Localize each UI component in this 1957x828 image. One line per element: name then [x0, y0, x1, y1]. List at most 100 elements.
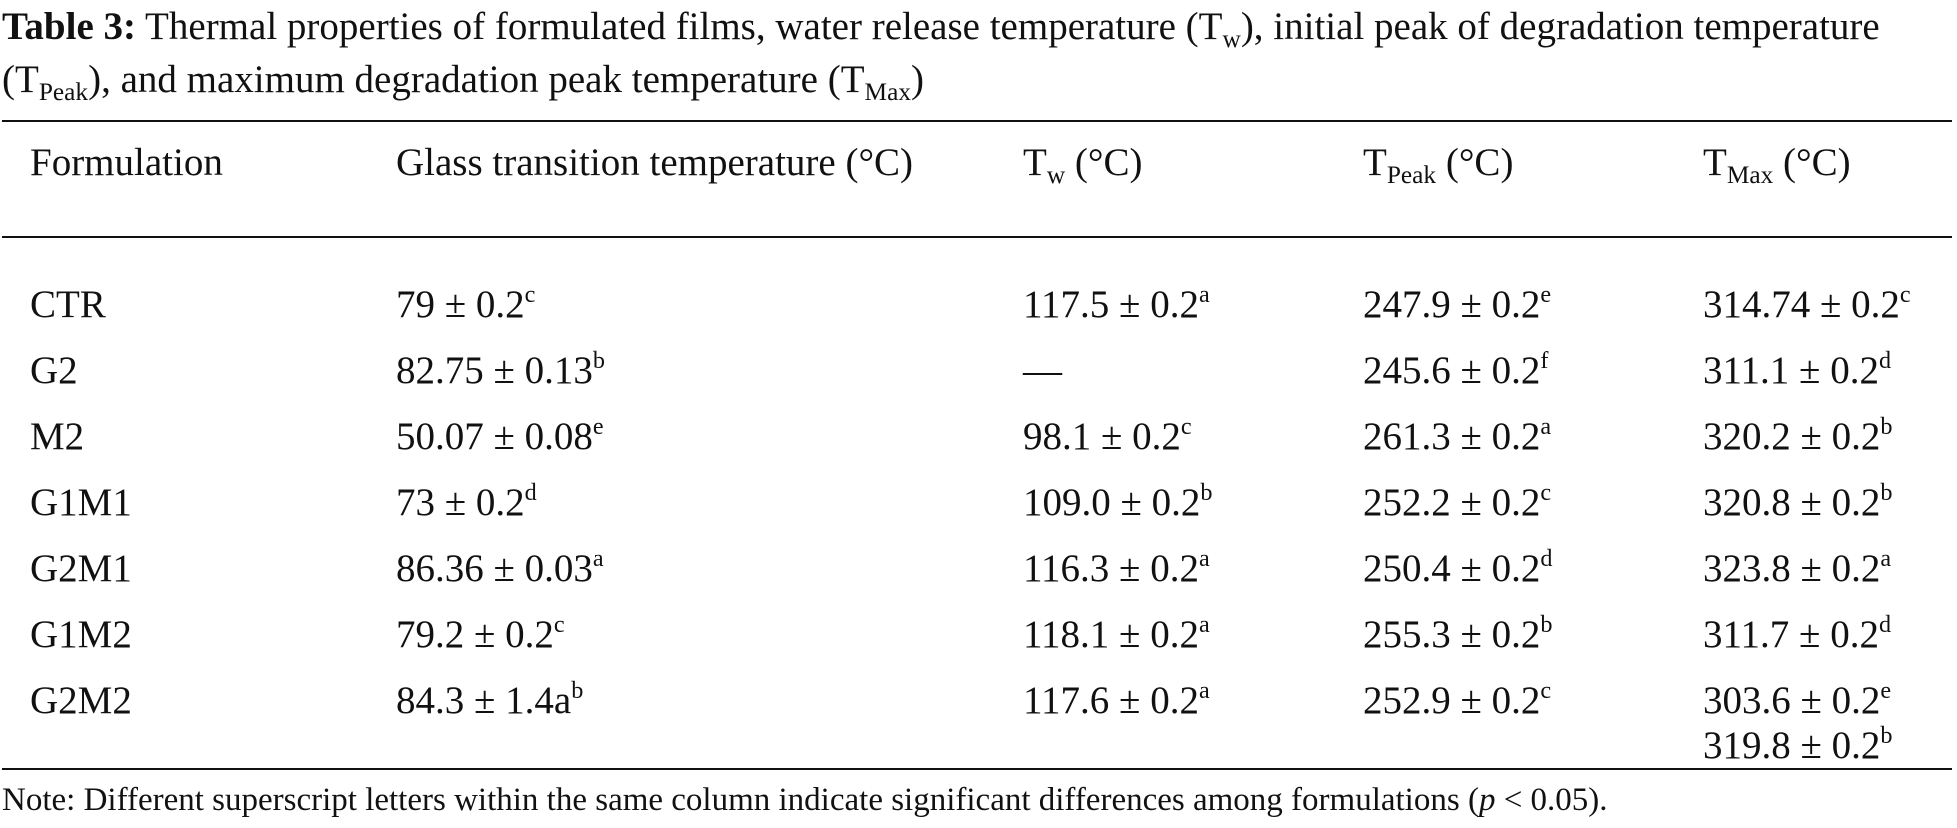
table-header-rule: [2, 236, 1952, 238]
note-text: Note: Different superscript letters with…: [2, 782, 1479, 818]
cell-tw-letter: c: [1180, 413, 1192, 441]
header-row: Formulation Glass transition temperature…: [2, 124, 1952, 252]
header-tpeak-sub: Peak: [1386, 161, 1437, 190]
cell-tpeak-value: 252.9 ± 0.2: [1363, 679, 1541, 722]
cell-formulation: G2M2: [30, 679, 132, 722]
cell-tpeak-value: 247.9 ± 0.2: [1363, 283, 1541, 326]
cell-tw: 98.1 ± 0.2c: [1023, 396, 1363, 462]
table-row: CTR 79 ± 0.2c 117.5 ± 0.2a 247.9 ± 0.2e 314.…: [2, 252, 1952, 330]
cell-tw-value: 117.5 ± 0.2: [1023, 283, 1199, 326]
caption-sub-peak: Peak: [38, 78, 89, 107]
cell-tmax: 311.1 ± 0.2d: [1703, 330, 1952, 396]
table-bottom-rule: [2, 768, 1952, 770]
cell-tpeak-letter: a: [1540, 413, 1552, 441]
cell-tmax: 303.6 ± 0.2e 319.8 ± 0.2b: [1703, 660, 1952, 768]
cell-tpeak: 261.3 ± 0.2a: [1363, 396, 1703, 462]
cell-tpeak: 245.6 ± 0.2f: [1363, 330, 1703, 396]
table-row: G2M2 84.3 ± 1.4ab 117.6 ± 0.2a 252.9 ± 0.2c…: [2, 660, 1952, 768]
cell-tpeak-value: 261.3 ± 0.2: [1363, 415, 1541, 458]
cell-tpeak: 247.9 ± 0.2e: [1363, 252, 1703, 330]
cell-tpeak-letter: e: [1540, 281, 1552, 309]
cell-formulation: G1M1: [30, 481, 132, 524]
cell-formulation: CTR: [30, 283, 106, 326]
table-header: Formulation Glass transition temperature…: [2, 124, 1952, 252]
cell-tmax-letter: d: [1878, 347, 1892, 375]
cell-tw: 116.3 ± 0.2a: [1023, 528, 1363, 594]
header-formulation: Formulation: [30, 141, 223, 184]
cell-tmax-letter: a: [1880, 545, 1892, 573]
cell-tw-letter: a: [1198, 677, 1210, 705]
cell-tmax: 320.8 ± 0.2b: [1703, 462, 1952, 528]
cell-tmax-letter: b: [1880, 479, 1893, 507]
cell-tpeak-value: 255.3 ± 0.2: [1363, 613, 1541, 656]
cell-glass-transition-letter: a: [592, 545, 604, 573]
cell-tw-letter: b: [1200, 479, 1213, 507]
header-tmax-unit: (°C): [1773, 141, 1851, 184]
cell-tmax-letter: c: [1899, 281, 1911, 309]
cell-formulation: G2: [30, 349, 78, 392]
cell-tw-letter: a: [1198, 281, 1210, 309]
cell-tw: —: [1023, 330, 1363, 396]
cell-tmax-value: 311.1 ± 0.2: [1703, 349, 1879, 392]
cell-glass-transition-value: 86.36 ± 0.03: [396, 547, 593, 590]
table-row: G2M1 86.36 ± 0.03a 116.3 ± 0.2a 250.4 ± 0.2…: [2, 528, 1952, 594]
header-glass-transition: Glass transition temperature (°C): [396, 141, 914, 184]
table-caption: Table 3: Thermal properties of formulate…: [2, 0, 1952, 106]
cell-tmax-value: 311.7 ± 0.2: [1703, 613, 1879, 656]
cell-tpeak: 252.9 ± 0.2c: [1363, 660, 1703, 768]
table-row: G1M2 79.2 ± 0.2c 118.1 ± 0.2a 255.3 ± 0.2b 3…: [2, 594, 1952, 660]
cell-tw-value: 118.1 ± 0.2: [1023, 613, 1199, 656]
cell-tpeak-letter: d: [1540, 545, 1553, 573]
header-tw-unit: (°C): [1065, 141, 1143, 184]
header-tw-symbol: T: [1023, 141, 1047, 184]
caption-text: ), initial peak of degradation temperatu…: [2, 5, 1880, 101]
header-tw: Tw (°C): [1023, 124, 1363, 252]
table-row: G2 82.75 ± 0.13b —245.6 ± 0.2f 311.1 ± 0.2d: [2, 330, 1952, 396]
cell-tmax-line: 303.6 ± 0.2e: [1703, 678, 1952, 723]
cell-glass-transition-letter: e: [592, 413, 604, 441]
cell-glass-transition-value: 79.2 ± 0.2: [396, 613, 554, 656]
table-row: M2 50.07 ± 0.08e 98.1 ± 0.2c 261.3 ± 0.2a 32…: [2, 396, 1952, 462]
cell-tmax-letter: b: [1880, 722, 1893, 750]
cell-tmax: 311.7 ± 0.2d: [1703, 594, 1952, 660]
header-tmax-sub: Max: [1726, 161, 1774, 190]
caption-sub-w: w: [1222, 25, 1241, 54]
cell-tpeak-letter: c: [1540, 677, 1552, 705]
cell-tmax: 314.74 ± 0.2c: [1703, 252, 1952, 330]
cell-glass-transition-value: 79 ± 0.2: [396, 283, 525, 326]
cell-tpeak: 255.3 ± 0.2b: [1363, 594, 1703, 660]
cell-glass-transition-letter: d: [524, 479, 537, 507]
cell-tmax-line: 320.8 ± 0.2b: [1703, 480, 1952, 525]
header-tw-sub: w: [1046, 161, 1066, 190]
cell-glass-transition-letter: b: [571, 677, 584, 705]
cell-tw: 117.6 ± 0.2a: [1023, 660, 1363, 768]
cell-glass-transition-letter: c: [524, 281, 536, 309]
cell-tpeak-letter: f: [1540, 347, 1549, 375]
caption-text: ), and maximum degradation peak temperat…: [88, 58, 865, 101]
cell-tmax-value: 320.2 ± 0.2: [1703, 415, 1881, 458]
cell-tmax: 320.2 ± 0.2b: [1703, 396, 1952, 462]
cell-tmax-letter: e: [1880, 677, 1892, 705]
cell-glass-transition: 79.2 ± 0.2c: [396, 594, 1023, 660]
cell-tmax-line: 314.74 ± 0.2c: [1703, 282, 1952, 327]
cell-tmax-line: 311.7 ± 0.2d: [1703, 612, 1952, 657]
header-tpeak: TPeak (°C): [1363, 124, 1703, 252]
cell-tmax-line: 311.1 ± 0.2d: [1703, 348, 1952, 393]
header-tpeak-symbol: T: [1363, 141, 1387, 184]
cell-tw: 109.0 ± 0.2b: [1023, 462, 1363, 528]
cell-tw-value: 116.3 ± 0.2: [1023, 547, 1199, 590]
cell-tpeak-value: 250.4 ± 0.2: [1363, 547, 1541, 590]
cell-tmax-line: 319.8 ± 0.2b: [1703, 723, 1952, 768]
cell-tpeak: 252.2 ± 0.2c: [1363, 462, 1703, 528]
header-tmax: TMax (°C): [1703, 124, 1952, 252]
cell-tw-value: 109.0 ± 0.2: [1023, 481, 1201, 524]
header-tmax-symbol: T: [1703, 141, 1727, 184]
cell-glass-transition: 73 ± 0.2d: [396, 462, 1023, 528]
caption-text: Thermal properties of formulated films, …: [136, 5, 1223, 48]
cell-tw-value: 117.6 ± 0.2: [1023, 679, 1199, 722]
cell-tmax-line: 320.2 ± 0.2b: [1703, 414, 1952, 459]
table-label: Table 3:: [2, 5, 137, 48]
cell-tmax-value: 303.6 ± 0.2: [1703, 679, 1881, 722]
cell-formulation: M2: [30, 415, 85, 458]
cell-glass-transition: 86.36 ± 0.03a: [396, 528, 1023, 594]
